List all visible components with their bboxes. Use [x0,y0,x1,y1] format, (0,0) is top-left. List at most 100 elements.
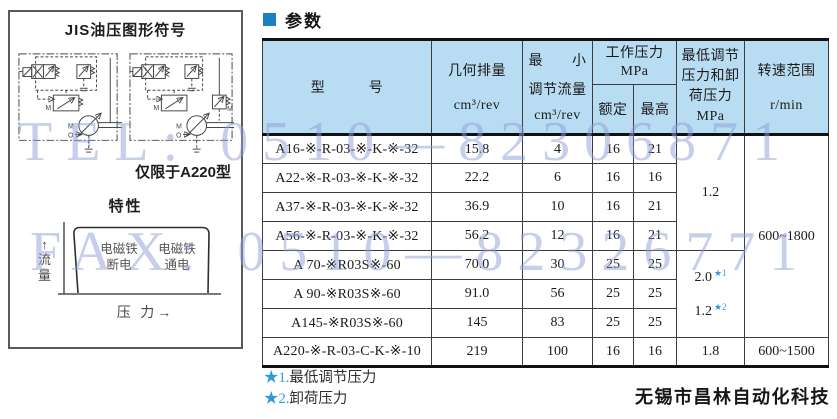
rated-cell: 16 [592,192,634,222]
speed-range-label: 转速范围 [757,63,816,79]
model-cell: A 70-※R03S※-60 [262,250,432,280]
hydraulic-circuit-diagram-a220: M M M O [128,53,234,153]
jis-symbol-panel: JIS油压图形符号 [8,10,243,349]
curve-label-deenergized-l2: 断电 [106,257,132,272]
displacement-cell: 70.0 [431,250,523,280]
col-header-displacement: 几何排量 cm³/rev [431,39,523,135]
footnote-1: ★1.最低调节压力 [264,368,376,389]
characteristics-title: 特性 [108,198,143,215]
footnotes: ★1.最低调节压力 ★2.卸荷压力 [264,368,376,410]
rated-cell: 25 [592,308,634,338]
displacement-label: 几何排量 [448,63,506,79]
a220-only-note: 仅限于A220型 [135,164,231,181]
max-cell: 25 [633,308,677,338]
displacement-cell: 22.2 [431,163,523,193]
min-pressure-merged-cell: 2.0 ★1 1.2 ★2 [676,250,745,338]
max-cell: 21 [633,221,677,251]
displacement-cell: 91.0 [431,279,523,309]
model-cell: A56-※-R-03-※-K-※-32 [262,221,432,251]
pump-o-label: O [176,132,181,139]
valve-m-label: M [153,105,159,112]
footnote-2-text: 卸荷压力 [289,391,348,407]
displacement-unit: cm³/rev [453,98,501,114]
sub-header-rated: 额定 [592,84,634,135]
curve-label-deenergized-l1: 电磁铁 [100,241,138,256]
table-row: A 90-※R03S※-60 91.0 56 25 25 [262,279,829,309]
table-row: A16-※-R-03-※-K-※-32 15.8 4 16 21 1.2 600… [262,134,829,338]
footnote-1-text: 最低调节压力 [289,370,377,386]
max-cell: 21 [633,134,677,164]
working-pressure-unit: MPa [620,63,649,79]
footnote-2: ★2.卸荷压力 [264,389,376,410]
speed-cell: 600~1500 [744,337,829,367]
col-header-min-flow: 最 小 调节流量 cm³/rev [522,39,593,135]
displacement-cell: 15.8 [431,134,523,164]
table-row: A145-※R03S※-60 145 83 25 25 [262,308,829,338]
min-pressure-merged-cell: 1.2 [676,134,745,251]
min-flow-cell: 10 [522,192,593,222]
pump-m-label: M [68,124,74,131]
min-flow-cell: 4 [522,134,593,164]
working-pressure-label: 工作压力 [605,45,664,61]
model-cell: A 90-※R03S※-60 [262,279,432,309]
max-cell: 16 [633,163,677,193]
rated-cell: 16 [592,337,634,367]
rated-cell: 25 [592,279,634,309]
company-name: 无锡市昌林自动化科技 [635,387,830,407]
min-flow-cell: 56 [522,279,593,309]
pump-m-label: M [176,124,182,131]
displacement-cell: 36.9 [431,192,523,222]
max-cell: 16 [633,337,677,367]
min-pressure-label-l1: 最低调节 [681,49,740,65]
sub-header-max: 最高 [633,84,677,135]
valve-m-label: M [45,105,51,112]
col-header-speed-range: 转速范围 r/min [744,39,829,135]
max-cell: 25 [633,250,677,280]
pressure-value: 1.2 [694,304,712,320]
table-row: A37-※-R-03-※-K-※-32 36.9 10 16 21 [262,192,829,222]
min-pressure-unit: MPa [696,108,725,124]
table-row: A22-※-R-03-※-K-※-32 22.2 6 16 16 [262,163,829,193]
min-flow-cell: 30 [522,250,593,280]
min-flow-label-l1: 最 小 [528,54,587,69]
rated-cell: 25 [592,250,634,280]
chart-y-axis-label: ↑流量 [37,236,51,283]
hydraulic-diagrams: M M O [10,43,241,163]
min-flow-cell: 12 [522,221,593,251]
min-flow-cell: 100 [522,337,593,367]
col-header-working-pressure: 工作压力 MPa [592,38,677,86]
table-row: A 70-※R03S※-60 70.0 30 25 25 2.0 ★1 1.2 ★2 [262,250,829,338]
pq-curve-plot: 电磁铁 断电 电磁铁 通电 [58,222,221,295]
rated-cell: 16 [592,221,634,251]
hydraulic-circuit-diagram-standard: M M O [17,53,122,153]
max-cell: 25 [633,279,677,309]
model-cell: A16-※-R-03-※-K-※-32 [262,134,432,164]
footnote-2-star: ★2. [264,391,290,407]
footnote-mark-2: ★2 [713,302,727,313]
pressure-value-line: 1.2 ★2 [677,302,744,320]
section-title-text: 参数 [285,12,323,31]
pq-characteristic-chart: ↑流量 电磁铁 断电 电磁铁 通电 [10,219,241,301]
min-flow-cell: 6 [522,163,593,193]
displacement-cell: 219 [431,337,523,367]
displacement-cell: 145 [431,308,523,338]
model-cell: A22-※-R-03-※-K-※-32 [262,163,432,193]
curve-label-energized-l1: 电磁铁 [158,241,196,256]
min-pressure-label-l3: 荷压力 [688,89,733,104]
col-header-model: 型 号 [262,39,432,135]
pump-o-label: O [68,132,73,139]
blue-square-bullet-icon [263,13,276,26]
chart-x-axis-label: 压 力→ [116,306,175,321]
min-flow-cell: 83 [522,308,593,338]
speed-range-unit: r/min [770,98,803,114]
model-cell: A220-※-R-03-C-K-※-10 [262,337,432,367]
speed-merged-cell: 600~1800 [744,134,829,338]
parameter-table: 型 号 几何排量 cm³/rev 最 小 调节流量 cm³/rev [262,38,829,368]
model-cell: A145-※R03S※-60 [262,308,432,338]
curve-label-energized-l2: 通电 [164,258,190,272]
min-flow-label-l2: 调节流量 [528,83,587,98]
jis-panel-title: JIS油压图形符号 [64,22,187,39]
footnote-1-star: ★1. [264,370,290,386]
rated-cell: 16 [592,134,634,164]
